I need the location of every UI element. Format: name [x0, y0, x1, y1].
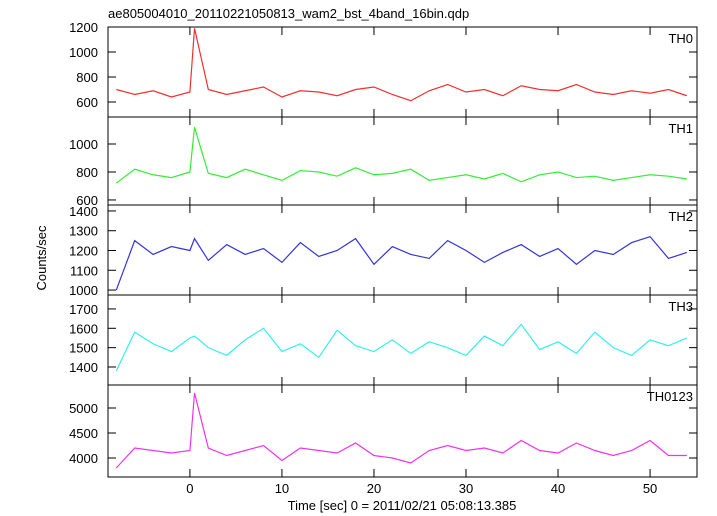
y-tick-label: 1000: [69, 137, 98, 152]
y-tick-label: 1700: [69, 302, 98, 317]
series-line: [115, 392, 687, 469]
y-tick-label: 1600: [69, 321, 98, 336]
panel-frame: [107, 116, 698, 206]
x-tick-label: 30: [459, 481, 473, 496]
panel-label: TH3: [668, 299, 693, 314]
y-tick-label: 4000: [69, 451, 98, 466]
x-tick-label: 0: [186, 481, 193, 496]
y-tick-label: 1100: [70, 263, 98, 278]
x-tick-label: 10: [275, 481, 289, 496]
panel-label: TH2: [668, 209, 693, 224]
panel-frame: [107, 26, 698, 118]
panel-frame: [107, 204, 698, 296]
y-tick-label: 1400: [69, 204, 98, 219]
x-tick-label: 50: [643, 481, 657, 496]
y-tick-label: 4500: [69, 426, 98, 441]
y-tick-label: 5000: [69, 401, 98, 416]
y-tick-label: 1000: [69, 283, 98, 298]
panel-frame: [107, 294, 698, 386]
series-line: [116, 28, 688, 102]
y-tick-label: 1300: [69, 224, 98, 239]
panel-label: TH1: [668, 121, 693, 136]
x-tick-label: 20: [367, 481, 381, 496]
y-tick-label: 600: [76, 193, 98, 208]
y-tick-label: 1200: [69, 243, 98, 258]
y-tick-label: 800: [76, 165, 98, 180]
series-line: [115, 235, 688, 291]
x-tick-label: 40: [551, 481, 565, 496]
panel-label: TH0123: [647, 389, 693, 404]
panel-frame: [107, 384, 698, 478]
y-tick-label: 1500: [69, 341, 98, 356]
panel-label: TH0: [668, 31, 693, 46]
x-axis-label: Time [sec] 0 = 2011/02/21 05:08:13.385: [288, 498, 517, 513]
y-tick-label: 600: [76, 95, 98, 110]
series-line: [115, 127, 687, 184]
y-tick-label: 800: [76, 70, 98, 85]
y-tick-label: 1000: [69, 45, 98, 60]
y-tick-label: 1200: [69, 20, 98, 35]
y-tick-label: 1400: [69, 360, 98, 375]
y-axis-label: Counts/sec: [34, 225, 49, 291]
series-line: [115, 323, 688, 372]
chart-title: ae805004010_20110221050813_wam2_bst_4ban…: [108, 6, 469, 21]
